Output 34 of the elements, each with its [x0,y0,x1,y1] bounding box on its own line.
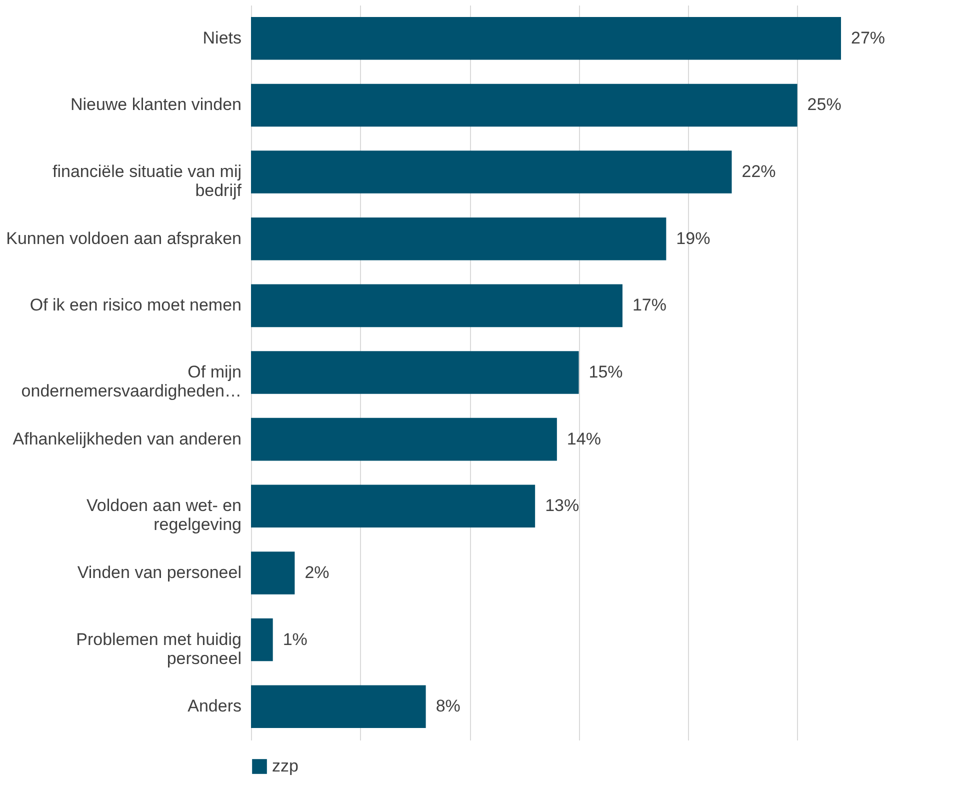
data-label: 19% [676,228,710,248]
bar [251,351,579,394]
data-label: 22% [742,162,776,182]
bar [251,150,732,194]
bar [251,685,426,728]
bar [251,552,295,594]
y-tick-label: Voldoen aan wet- en regelgeving [86,496,242,534]
y-tick-label: Vinden van personeel [77,562,242,582]
bar [251,17,841,60]
y-tick-label: financiële situatie van mij bedrijf [52,162,242,200]
data-label: 14% [566,429,601,448]
y-tick-label: Nieuwe klanten vinden [70,95,242,114]
legend-label: zzp [272,756,298,776]
y-tick-label: Of ik een risico moet nemen [30,296,242,315]
y-tick-label: Niets [202,28,242,48]
data-label: 15% [588,362,623,382]
data-label: 8% [436,696,460,716]
bar [251,284,622,328]
data-label: 25% [807,95,842,114]
data-label: 13% [545,496,580,516]
data-label: 27% [851,28,886,48]
y-tick-label: Afhankelijkheden van anderen [12,429,242,448]
bar [251,484,536,528]
bar [251,618,273,662]
bar [251,217,666,260]
y-tick-label: Problemen met huidig personeel [76,630,242,668]
data-label: 17% [632,296,667,315]
data-label: 2% [304,562,330,582]
y-tick-label: Anders [188,696,242,716]
bar [251,84,798,127]
y-tick-label: Kunnen voldoen aan afspraken [6,228,242,248]
bar [251,418,557,461]
y-tick-label: Of mijn ondernemersvaardigheden… [21,362,242,400]
data-label: 1% [282,630,308,649]
